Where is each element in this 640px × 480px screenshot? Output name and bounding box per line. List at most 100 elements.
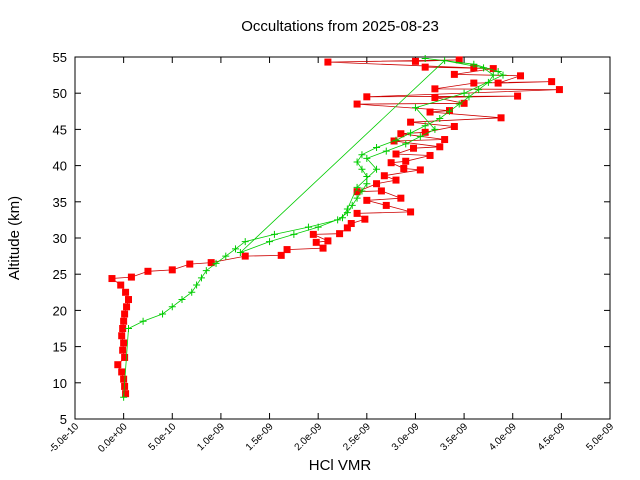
data-point	[455, 100, 463, 108]
data-point	[353, 188, 361, 196]
data-point	[120, 393, 128, 401]
data-point	[241, 238, 249, 246]
data-point	[168, 303, 176, 311]
data-point	[450, 123, 458, 131]
data-point	[212, 259, 220, 267]
data-point	[324, 58, 332, 66]
data-point	[314, 223, 322, 231]
y-tick-label: 40	[53, 159, 67, 174]
data-point	[121, 310, 129, 318]
data-point	[144, 267, 152, 275]
data-point	[431, 85, 439, 93]
data-point	[436, 115, 444, 123]
data-point	[382, 201, 390, 209]
data-point	[353, 100, 361, 108]
data-point	[232, 245, 239, 253]
data-point	[499, 71, 507, 79]
data-point	[460, 99, 468, 107]
data-point	[207, 259, 215, 267]
data-point	[373, 144, 381, 151]
y-tick-label: 25	[53, 267, 67, 282]
x-axis-title: HCl VMR	[309, 457, 372, 474]
data-point	[343, 224, 351, 232]
data-point	[119, 346, 127, 354]
data-point	[334, 216, 342, 224]
data-point	[407, 118, 415, 126]
x-tick-label: 3.0e-09	[390, 421, 422, 453]
x-tick-label: 1.5e-09	[244, 421, 276, 453]
data-point	[117, 281, 125, 289]
data-point	[475, 86, 483, 94]
data-point	[431, 94, 439, 102]
data-point	[489, 71, 497, 79]
data-point	[122, 390, 130, 398]
data-point	[348, 201, 356, 209]
data-point	[202, 267, 210, 275]
data-point	[193, 281, 201, 289]
data-point	[122, 288, 130, 296]
data-point	[309, 230, 317, 238]
data-point	[353, 183, 361, 191]
data-point	[411, 57, 419, 65]
series-1	[120, 54, 507, 401]
data-point	[555, 86, 563, 94]
data-point	[446, 107, 453, 115]
x-tick-label: 4.5e-09	[536, 421, 568, 453]
data-point	[470, 79, 478, 87]
y-axis: 5 10 15 20 25 30 35 40 45 50 55	[53, 50, 610, 427]
data-point	[188, 288, 196, 296]
data-point	[480, 64, 488, 72]
data-point	[363, 154, 371, 162]
data-point	[392, 136, 400, 144]
data-point	[159, 310, 167, 318]
data-point	[222, 252, 230, 260]
data-point	[455, 56, 463, 64]
data-point	[400, 164, 408, 172]
series-line	[110, 59, 560, 394]
data-point	[290, 230, 298, 238]
data-point	[465, 93, 473, 101]
data-point	[460, 89, 468, 97]
data-point	[494, 67, 502, 75]
x-tick-label: 4.0e-09	[487, 421, 519, 453]
x-tick-label: 5.0e-10	[147, 421, 179, 453]
data-point	[373, 180, 381, 188]
data-point	[361, 215, 369, 223]
data-point	[236, 248, 244, 256]
x-tick-label: 2.0e-09	[293, 421, 325, 453]
data-point	[353, 158, 361, 166]
data-point	[347, 220, 355, 228]
data-point	[168, 266, 176, 274]
data-point	[358, 187, 366, 195]
data-point	[497, 114, 505, 122]
data-point	[119, 325, 127, 332]
data-point	[358, 151, 366, 159]
data-point	[392, 176, 400, 184]
data-point	[416, 166, 424, 174]
data-point	[118, 332, 126, 340]
data-point	[127, 273, 135, 281]
data-point	[178, 296, 186, 304]
data-point	[241, 252, 249, 260]
y-tick-label: 55	[53, 50, 67, 65]
data-point	[517, 72, 525, 80]
data-point	[125, 296, 132, 304]
series-0	[108, 56, 563, 398]
data-point	[363, 180, 371, 188]
data-point	[402, 140, 410, 148]
data-point	[416, 133, 424, 141]
data-point	[123, 303, 131, 311]
data-point	[120, 339, 128, 347]
data-point	[470, 60, 478, 68]
data-point	[120, 317, 128, 325]
y-tick-label: 20	[53, 303, 67, 318]
data-point	[484, 78, 492, 86]
y-tick-label: 30	[53, 231, 67, 246]
data-point	[397, 130, 405, 138]
data-point	[336, 230, 344, 238]
data-point	[363, 196, 371, 204]
data-point	[353, 194, 361, 202]
data-point	[358, 165, 366, 173]
